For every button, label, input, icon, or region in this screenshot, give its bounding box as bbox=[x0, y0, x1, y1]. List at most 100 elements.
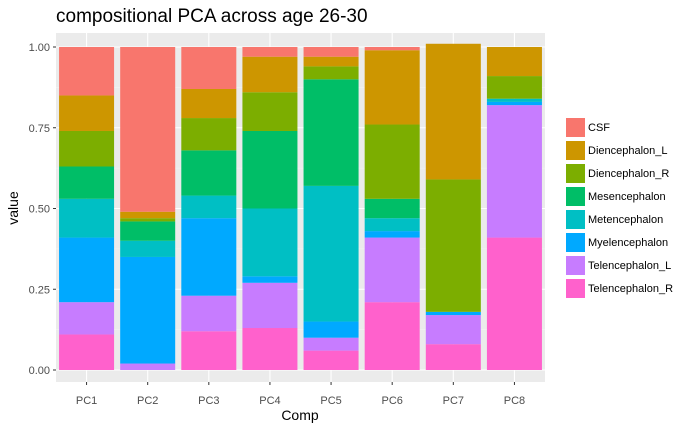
bar-segment-pc4-csf bbox=[242, 47, 298, 57]
legend-item: Mesencephalon bbox=[566, 185, 673, 208]
bar-segment-pc1-diencephalon-l bbox=[59, 95, 115, 131]
bar-segment-pc8-telencephalon-r bbox=[486, 237, 542, 370]
legend-label: Mesencephalon bbox=[588, 190, 666, 203]
legend-item: CSF bbox=[566, 116, 673, 139]
legend-item: Diencephalon_R bbox=[566, 162, 673, 185]
bar-segment-pc6-diencephalon-r bbox=[364, 124, 420, 199]
bar-segment-pc8-telencephalon-l bbox=[486, 105, 542, 238]
bar-segment-pc2-csf bbox=[120, 47, 176, 212]
legend-swatch bbox=[566, 141, 585, 160]
bar-segment-pc3-metencephalon bbox=[181, 195, 237, 219]
y-axis-title: value bbox=[5, 191, 21, 225]
x-tick-label: PC7 bbox=[443, 395, 464, 407]
legend-label: Metencephalon bbox=[588, 213, 664, 226]
bar-segment-pc1-diencephalon-r bbox=[59, 130, 115, 167]
bar-segment-pc3-myelencephalon bbox=[181, 218, 237, 296]
y-tick-label: 0.50 bbox=[29, 204, 50, 216]
x-tick-label: PC2 bbox=[137, 395, 158, 407]
bar-segment-pc4-mesencephalon bbox=[242, 130, 298, 209]
bar-segment-pc7-myelencephalon bbox=[425, 311, 481, 316]
bar-segment-pc2-diencephalon-l bbox=[120, 211, 176, 219]
bar-segment-pc1-metencephalon bbox=[59, 198, 115, 238]
bar-segment-pc5-mesencephalon bbox=[303, 79, 359, 186]
bar-segment-pc6-myelencephalon bbox=[364, 231, 420, 238]
y-tick-label: 0.25 bbox=[29, 284, 50, 296]
legend-label: CSF bbox=[588, 121, 610, 134]
x-axis-title: Comp bbox=[281, 407, 319, 423]
bar-segment-pc5-diencephalon-l bbox=[303, 56, 359, 67]
bar-segment-pc8-myelencephalon bbox=[486, 101, 542, 106]
legend-swatch bbox=[566, 256, 585, 275]
bar-segment-pc6-mesencephalon bbox=[364, 198, 420, 219]
bar-segment-pc1-telencephalon-r bbox=[59, 334, 115, 370]
bar-segment-pc2-mesencephalon bbox=[120, 221, 176, 241]
y-tick-label: 0.00 bbox=[29, 365, 50, 377]
bar-segment-pc6-telencephalon-r bbox=[364, 302, 420, 370]
bar-segment-pc6-diencephalon-l bbox=[364, 50, 420, 125]
legend: CSF Diencephalon_L Diencephalon_R Mesenceph… bbox=[566, 116, 673, 300]
bar-segment-pc5-telencephalon-l bbox=[303, 337, 359, 351]
x-tick-label: PC5 bbox=[320, 395, 341, 407]
legend-swatch bbox=[566, 187, 585, 206]
bar-segment-pc8-metencephalon bbox=[486, 98, 542, 102]
legend-swatch bbox=[566, 118, 585, 137]
bar-segment-pc5-metencephalon bbox=[303, 185, 359, 322]
legend-label: Diencephalon_R bbox=[588, 167, 670, 180]
legend-swatch bbox=[566, 210, 585, 229]
bar-segment-pc7-diencephalon-l bbox=[425, 43, 481, 180]
legend-item: Diencephalon_L bbox=[566, 139, 673, 162]
bar-segment-pc5-csf bbox=[303, 47, 359, 57]
bar-segment-pc1-csf bbox=[59, 47, 115, 96]
legend-swatch bbox=[566, 164, 585, 183]
bar-segment-pc1-mesencephalon bbox=[59, 166, 115, 199]
legend-item: Myelencephalon bbox=[566, 231, 673, 254]
bar-segment-pc6-telencephalon-l bbox=[364, 237, 420, 303]
bar-segment-pc3-telencephalon-l bbox=[181, 295, 237, 332]
bar-segment-pc5-diencephalon-r bbox=[303, 66, 359, 80]
x-tick-label: PC6 bbox=[381, 395, 402, 407]
bar-segment-pc4-telencephalon-r bbox=[242, 328, 298, 370]
legend-swatch bbox=[566, 233, 585, 252]
y-tick-label: 1.00 bbox=[29, 42, 50, 54]
legend-label: Telencephalon_R bbox=[588, 282, 674, 295]
bar-segment-pc3-telencephalon-r bbox=[181, 331, 237, 370]
bar-segment-pc4-diencephalon-r bbox=[242, 92, 298, 131]
bar-segment-pc8-diencephalon-l bbox=[486, 47, 542, 77]
bar-segment-pc3-diencephalon-l bbox=[181, 88, 237, 119]
bar-segment-pc1-telencephalon-l bbox=[59, 302, 115, 335]
bar-segment-pc5-telencephalon-r bbox=[303, 350, 359, 370]
legend-label: Diencephalon_L bbox=[588, 144, 668, 157]
bar-segment-pc7-telencephalon-l bbox=[425, 315, 481, 345]
bar-segment-pc7-diencephalon-r bbox=[425, 179, 481, 312]
bar-segment-pc3-diencephalon-r bbox=[181, 118, 237, 151]
bar-segment-pc3-csf bbox=[181, 47, 237, 89]
legend-label: Telencephalon_L bbox=[588, 259, 672, 272]
bar-segment-pc7-telencephalon-r bbox=[425, 344, 481, 370]
y-tick-label: 0.75 bbox=[29, 123, 50, 135]
legend-item: Telencephalon_L bbox=[566, 254, 673, 277]
legend-label: Myelencephalon bbox=[588, 236, 669, 249]
bar-segment-pc4-myelencephalon bbox=[242, 276, 298, 283]
legend-item: Metencephalon bbox=[566, 208, 673, 231]
bar-segment-pc6-metencephalon bbox=[364, 218, 420, 232]
bar-segment-pc4-metencephalon bbox=[242, 208, 298, 277]
bar-segment-pc2-telencephalon-l bbox=[120, 363, 176, 370]
bar-segment-pc8-diencephalon-r bbox=[486, 76, 542, 99]
chart-title: compositional PCA across age 26-30 bbox=[56, 6, 368, 27]
bar-segment-pc1-myelencephalon bbox=[59, 237, 115, 303]
bar-segment-pc2-metencephalon bbox=[120, 240, 176, 257]
legend-swatch bbox=[566, 279, 585, 298]
x-tick-label: PC1 bbox=[76, 395, 97, 407]
x-tick-label: PC8 bbox=[504, 395, 525, 407]
bar-segment-pc5-myelencephalon bbox=[303, 321, 359, 338]
bar-segment-pc4-diencephalon-l bbox=[242, 56, 298, 93]
legend-item: Telencephalon_R bbox=[566, 277, 673, 300]
bar-segment-pc2-myelencephalon bbox=[120, 256, 176, 364]
x-tick-label: PC3 bbox=[198, 395, 219, 407]
bar-segment-pc6-csf bbox=[364, 47, 420, 51]
bar-segment-pc2-diencephalon-r bbox=[120, 218, 176, 222]
x-tick-label: PC4 bbox=[259, 395, 280, 407]
bar-segment-pc4-telencephalon-l bbox=[242, 282, 298, 329]
bar-segment-pc3-mesencephalon bbox=[181, 150, 237, 196]
